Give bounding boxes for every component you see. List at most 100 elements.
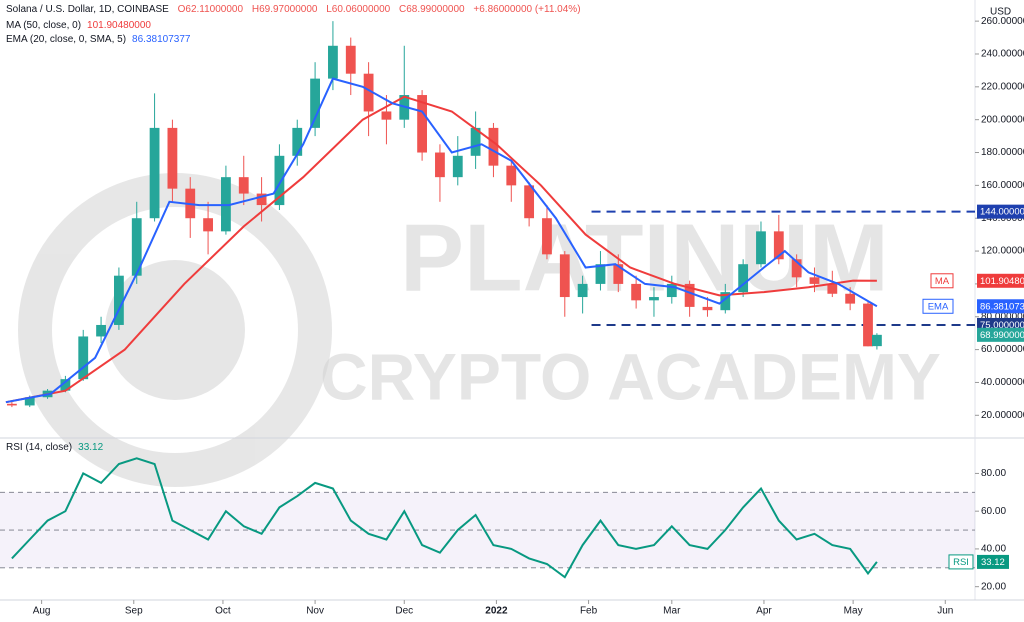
indicator-line xyxy=(5,77,878,404)
badge-tag-label: RSI xyxy=(953,557,969,568)
ohlc: H69.97000000 xyxy=(251,4,318,15)
candle-body xyxy=(684,283,695,307)
rsi-badge-label: 33.12 xyxy=(981,557,1005,568)
y-tick-label: 240.00000000 xyxy=(981,49,1024,60)
legend-value: 101.90480000 xyxy=(87,20,151,31)
candle-body xyxy=(435,152,445,178)
price-badge-label: 101.90480000 xyxy=(980,276,1024,287)
y-tick-label: 60.00000000 xyxy=(981,344,1024,355)
y-tick-label: 220.00000000 xyxy=(981,81,1024,92)
candle-body xyxy=(60,379,71,391)
price-badge xyxy=(977,273,1024,288)
candle-body xyxy=(613,264,624,284)
candle-body xyxy=(381,111,392,120)
candle-body xyxy=(167,127,178,189)
candle-body xyxy=(542,218,552,255)
price-badge-label: 144.00000000 xyxy=(980,207,1024,218)
price-badge xyxy=(977,327,1024,342)
candle-body xyxy=(738,264,749,293)
price-badge xyxy=(977,299,1024,314)
y-tick-label: 40.00 xyxy=(981,544,1006,555)
candle-body xyxy=(595,264,606,284)
x-tick-label: Apr xyxy=(756,606,772,617)
candle-body xyxy=(702,306,713,311)
candle-body xyxy=(203,218,213,232)
candle-body xyxy=(506,165,517,186)
symbol: Solana / U.S. Dollar, 1D, COINBASE xyxy=(6,4,169,15)
rsi-line xyxy=(11,457,878,579)
y-tick-label: 260.00000000 xyxy=(981,16,1024,27)
candle-body xyxy=(872,334,882,347)
watermark-logo xyxy=(18,173,332,487)
ohlc: L60.06000000 xyxy=(326,4,391,15)
candle-body xyxy=(631,283,642,301)
y-tick-label: 180.00000000 xyxy=(981,147,1024,158)
price-badge-label: 75.00000000 xyxy=(980,320,1024,331)
y-tick-label: 200.00000000 xyxy=(981,114,1024,125)
price-badge-label: 86.38107377 xyxy=(980,301,1024,312)
candle-body xyxy=(488,127,499,166)
y-tick-label: 40.00000000 xyxy=(981,377,1024,388)
watermark: CRYPTO ACADEMY xyxy=(320,339,941,413)
badge-tag xyxy=(922,298,954,314)
y-tick-label: 60.00 xyxy=(981,506,1006,517)
candle-body xyxy=(470,127,481,156)
candle-body xyxy=(310,78,320,128)
candle-body xyxy=(827,283,838,294)
candle-body xyxy=(452,155,463,178)
price-badge xyxy=(977,204,1024,219)
badge-tag-label: MA xyxy=(935,276,950,287)
indicator-line xyxy=(5,95,877,404)
header: Solana / U.S. Dollar, 1D, COINBASE O62.1… xyxy=(6,4,587,15)
badge-tag xyxy=(948,554,974,570)
legend-ma: MA (50, close, 0) 101.90480000 xyxy=(6,20,157,31)
x-tick-label: Jun xyxy=(937,606,953,617)
candle-body xyxy=(809,277,820,284)
legend-label: EMA (20, close, 0, SMA, 5) xyxy=(6,34,127,45)
y-tick-label: 20.00000000 xyxy=(981,410,1024,421)
x-tick-label: 2022 xyxy=(485,606,508,617)
candle-body xyxy=(524,185,535,219)
watermark: PLATINUM xyxy=(400,204,889,311)
candle-body xyxy=(96,324,106,337)
candle-body xyxy=(559,254,570,298)
x-tick-label: Oct xyxy=(215,606,231,617)
y-tick-label: 120.00000000 xyxy=(981,246,1024,257)
y-tick-label: 80.00 xyxy=(981,468,1006,479)
badge-tag xyxy=(930,273,954,289)
rsi-badge xyxy=(977,554,1009,569)
legend-value: 33.12 xyxy=(78,442,104,453)
candle-body xyxy=(363,73,374,112)
x-tick-label: Dec xyxy=(395,606,413,617)
ohlc: +6.86000000 (+11.04%) xyxy=(473,4,581,15)
candle-body xyxy=(577,283,588,298)
candle-body xyxy=(78,336,89,380)
candle-body xyxy=(6,403,17,406)
candle-body xyxy=(863,303,873,347)
badge-tag-label: EMA xyxy=(928,301,949,312)
candle-body xyxy=(845,293,856,304)
y-tick-label: 160.00000000 xyxy=(981,180,1024,191)
x-tick-label: Sep xyxy=(125,606,143,617)
candle-body xyxy=(791,259,802,278)
x-tick-label: May xyxy=(844,606,863,617)
candle-body xyxy=(292,127,303,156)
candle-body xyxy=(756,231,766,265)
candle-body xyxy=(666,283,677,298)
y-tick-label: 20.00 xyxy=(981,581,1006,592)
legend-value: 86.38107377 xyxy=(132,34,191,45)
candle-body xyxy=(417,95,428,153)
x-tick-label: Nov xyxy=(306,606,324,617)
candle-body xyxy=(773,231,784,260)
currency-label: USD xyxy=(990,7,1011,18)
y-tick-label: 80.00000000 xyxy=(981,311,1024,322)
candle-body xyxy=(274,155,285,206)
legend-label: RSI (14, close) xyxy=(6,442,73,453)
candle-body xyxy=(720,292,731,311)
legend-rsi: RSI (14, close) 33.12 xyxy=(6,442,109,453)
candle-body xyxy=(149,127,160,219)
price-badge-label: 68.99000000 xyxy=(980,330,1024,341)
x-tick-label: Feb xyxy=(580,606,598,617)
